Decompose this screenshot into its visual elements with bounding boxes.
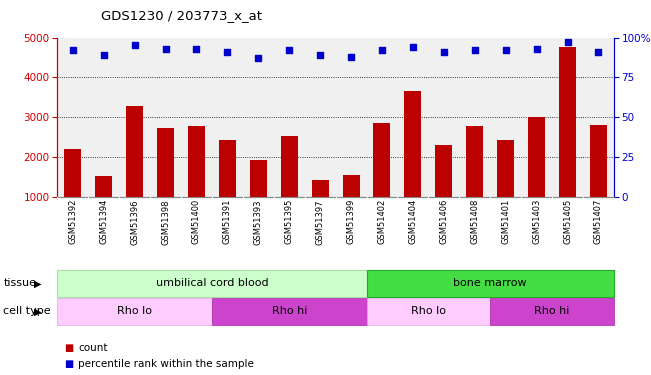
Bar xyxy=(497,140,514,237)
Bar xyxy=(219,140,236,237)
Text: GSM51391: GSM51391 xyxy=(223,199,232,244)
Point xyxy=(501,47,511,53)
Text: ■: ■ xyxy=(64,359,73,369)
Text: GSM51406: GSM51406 xyxy=(439,199,449,244)
Point xyxy=(130,42,140,48)
Bar xyxy=(490,298,614,325)
Bar xyxy=(528,117,545,237)
Point xyxy=(160,46,171,52)
Text: GSM51399: GSM51399 xyxy=(346,199,355,244)
Text: percentile rank within the sample: percentile rank within the sample xyxy=(78,359,254,369)
Bar xyxy=(212,298,367,325)
Text: count: count xyxy=(78,343,107,353)
Text: Rho hi: Rho hi xyxy=(271,306,307,316)
Text: GSM51392: GSM51392 xyxy=(68,199,77,244)
Text: GSM51400: GSM51400 xyxy=(192,199,201,244)
Point xyxy=(377,47,387,53)
Text: GSM51407: GSM51407 xyxy=(594,199,603,244)
Text: GSM51393: GSM51393 xyxy=(254,199,263,244)
Point xyxy=(469,47,480,53)
Bar xyxy=(57,270,367,297)
Text: GSM51397: GSM51397 xyxy=(316,199,325,244)
Point xyxy=(98,52,109,58)
Text: ▶: ▶ xyxy=(34,306,42,316)
Bar xyxy=(374,123,391,237)
Point xyxy=(284,47,294,53)
Point xyxy=(531,46,542,52)
Text: GSM51403: GSM51403 xyxy=(532,199,541,244)
Text: GSM51401: GSM51401 xyxy=(501,199,510,244)
Bar xyxy=(466,126,483,237)
Text: GDS1230 / 203773_x_at: GDS1230 / 203773_x_at xyxy=(101,9,262,22)
Bar xyxy=(281,136,298,237)
Bar xyxy=(312,180,329,237)
Bar xyxy=(157,128,174,237)
Bar xyxy=(367,298,490,325)
Point xyxy=(439,49,449,55)
Bar xyxy=(367,270,614,297)
Text: Rho lo: Rho lo xyxy=(117,306,152,316)
Point xyxy=(408,44,418,50)
Text: GSM51408: GSM51408 xyxy=(470,199,479,244)
Text: cell type: cell type xyxy=(3,306,51,316)
Bar xyxy=(57,298,212,325)
Text: GSM51396: GSM51396 xyxy=(130,199,139,244)
Bar xyxy=(342,175,359,237)
Point xyxy=(315,52,326,58)
Text: bone marrow: bone marrow xyxy=(453,278,527,288)
Point xyxy=(222,49,232,55)
Text: Rho lo: Rho lo xyxy=(411,306,446,316)
Text: GSM51404: GSM51404 xyxy=(408,199,417,244)
Point xyxy=(253,55,264,61)
Bar xyxy=(404,91,421,237)
Point xyxy=(191,46,202,52)
Text: ▶: ▶ xyxy=(34,278,42,288)
Bar xyxy=(559,48,576,237)
Bar xyxy=(436,145,452,237)
Text: Rho hi: Rho hi xyxy=(534,306,570,316)
Point xyxy=(346,54,356,60)
Bar xyxy=(188,126,205,237)
Point xyxy=(68,47,78,53)
Text: GSM51395: GSM51395 xyxy=(284,199,294,244)
Text: GSM51405: GSM51405 xyxy=(563,199,572,244)
Text: tissue: tissue xyxy=(3,278,36,288)
Bar xyxy=(126,106,143,237)
Text: umbilical cord blood: umbilical cord blood xyxy=(156,278,268,288)
Bar xyxy=(250,160,267,237)
Point xyxy=(593,49,603,55)
Bar xyxy=(590,125,607,237)
Point xyxy=(562,39,573,45)
Text: ■: ■ xyxy=(64,343,73,353)
Text: GSM51394: GSM51394 xyxy=(99,199,108,244)
Text: GSM51398: GSM51398 xyxy=(161,199,170,244)
Bar xyxy=(95,176,112,237)
Text: GSM51402: GSM51402 xyxy=(378,199,387,244)
Bar xyxy=(64,149,81,237)
